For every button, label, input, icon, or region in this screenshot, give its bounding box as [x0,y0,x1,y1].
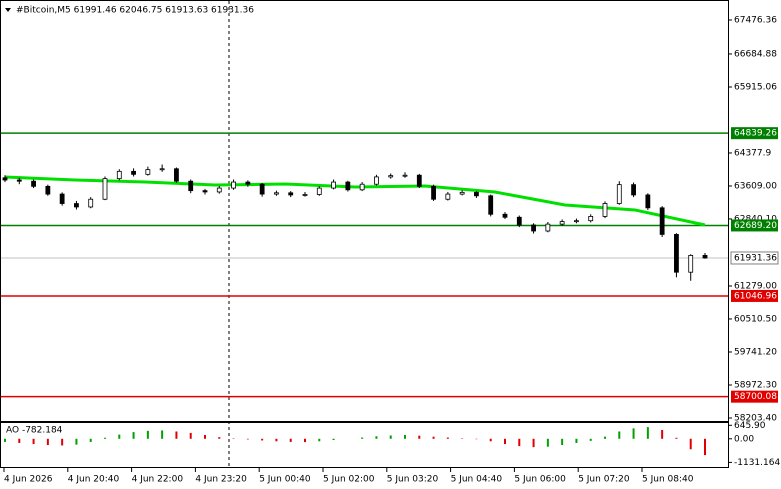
candle-body [302,194,308,196]
current-price-box [730,251,779,265]
candle-body [216,187,222,193]
level-label: 62689.20 [734,221,777,231]
current-price-label: 61931.36 [734,253,777,263]
candle-body [674,234,679,273]
candle-body [88,198,94,208]
candle-body [331,181,336,189]
y-tick-label: 65915.06 [734,82,777,92]
ao-tick-label: 0.00 [734,434,754,444]
candle-body [231,181,236,189]
ao-tick-label: 645.90 [734,421,766,431]
candle-body [688,255,694,273]
candle-body [502,213,508,218]
x-tick-label: 5 Jun 08:40 [642,475,694,485]
level-label-box [731,219,778,232]
candle-body [159,168,165,171]
candle-body [116,170,122,180]
candle-body [659,207,665,235]
candle-body [74,203,79,208]
candle-body [531,224,536,232]
y-tick-label: 60510.50 [734,314,777,324]
candle-body [631,184,636,196]
candle-body [488,195,494,215]
x-tick-label: 4 Jun 20:40 [68,475,120,485]
candle-body [45,185,51,195]
ao-label: AO -782.184 [6,426,63,436]
candle-body [2,177,8,181]
level-label-box [731,289,778,302]
candle-body [145,169,151,175]
chart-header: #Bitcoin,M5 61991.46 62046.75 61913.63 6… [16,6,254,16]
y-tick-label: 63609.00 [734,181,777,191]
moving-average [4,175,706,227]
ao-frame [0,422,729,468]
candle-body [174,168,179,182]
level-label-box [731,390,778,403]
x-tick-label: 5 Jun 07:20 [578,475,630,485]
menu-arrow[interactable] [5,8,11,12]
y-tick-label: 64377.9 [734,148,771,158]
candle-body [459,191,465,195]
y-tick-label: 58972.30 [734,380,777,390]
x-tick-label: 4 Jun 22:00 [132,475,184,485]
level-label: 64839.26 [734,129,777,139]
x-tick-label: 5 Jun 00:40 [259,475,311,485]
candle-body [602,203,608,217]
candle-body [16,179,22,182]
candle-body [131,170,136,175]
ao-tick-label: -1131.164 [734,458,780,468]
y-tick-label: 58203.40 [734,413,777,423]
y-tick-label: 66684.88 [734,49,777,59]
y-tick-label: 61279.00 [734,281,777,291]
y-tick-label: 59741.20 [734,347,777,357]
main-frame [0,0,729,422]
candle-body [288,192,294,196]
candle-body [245,181,251,185]
candle-body [374,176,379,185]
candle-body [188,180,194,192]
x-tick-label: 4 Jun 23:20 [195,475,247,485]
y-tick-label: 67476.36 [734,15,777,25]
candle-body [102,178,108,200]
x-tick-label: 4 Jun 2026 [4,475,53,485]
candle-body [359,183,365,191]
x-tick-label: 5 Jun 03:20 [387,475,439,485]
candle-body [259,183,265,195]
candle-body [588,216,594,222]
x-tick-label: 5 Jun 06:00 [514,475,566,485]
candle-body [545,223,551,232]
x-tick-label: 5 Jun 02:00 [323,475,375,485]
candle-body [402,174,408,177]
level-label: 61046.96 [734,291,777,301]
candle-body [574,220,579,223]
level-label: 58700.08 [734,392,777,402]
candle-body [645,194,651,209]
candle-body [702,255,708,259]
candle-body [616,184,622,204]
candle-body [431,185,436,200]
candle-body [474,191,479,197]
candle-body [516,216,522,226]
candle-body [202,190,208,193]
candle-body [31,180,36,187]
level-label-box [731,127,778,140]
candle-body [345,181,351,191]
x-tick-label: 5 Jun 04:40 [451,475,503,485]
candle-body [559,221,565,225]
candle-body [445,193,451,200]
candle-body [416,174,422,187]
candle-body [316,187,322,195]
candle-body [59,193,65,204]
candle-body [274,192,279,195]
candle-body [388,175,394,178]
